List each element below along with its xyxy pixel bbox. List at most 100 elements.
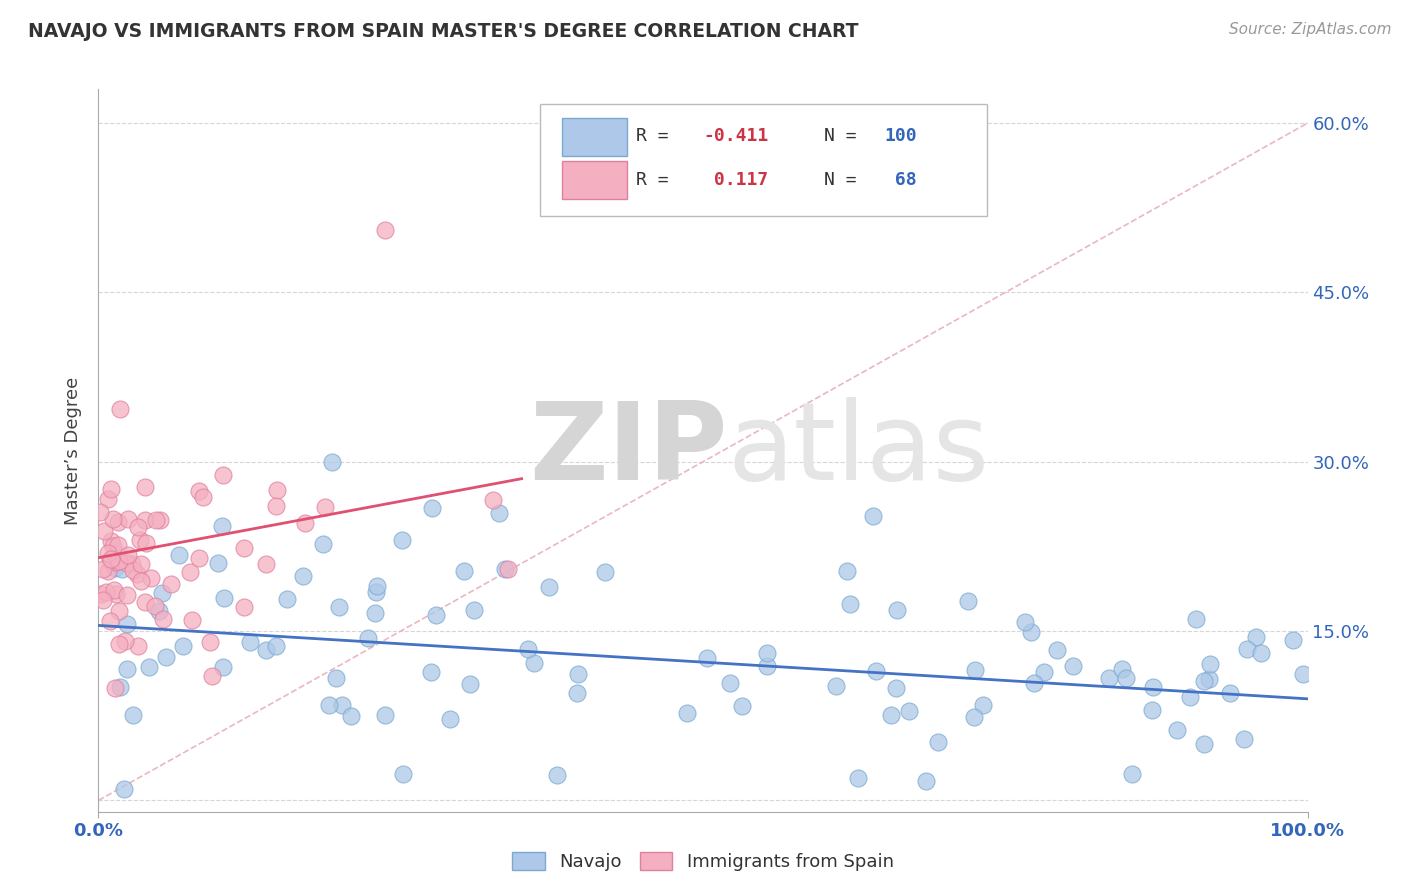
Point	[115, 617, 138, 632]
Point	[212, 467, 235, 482]
Point	[108, 604, 131, 618]
Point	[180, 613, 202, 627]
Point	[101, 539, 124, 553]
Point	[188, 550, 211, 565]
Point	[100, 534, 122, 549]
Point	[325, 671, 347, 685]
Text: ZIP: ZIP	[529, 398, 727, 503]
Point	[121, 558, 143, 572]
Point	[91, 562, 114, 576]
Point	[1062, 658, 1084, 673]
Point	[565, 686, 588, 700]
Point	[104, 546, 127, 560]
Point	[212, 659, 235, 673]
Point	[546, 768, 568, 782]
Point	[865, 664, 887, 678]
Point	[963, 663, 986, 677]
Point	[1115, 671, 1137, 685]
Point	[1185, 612, 1208, 626]
Point	[439, 712, 461, 726]
Point	[207, 556, 229, 570]
Point	[128, 533, 150, 548]
Point	[914, 773, 936, 788]
Point	[294, 516, 316, 530]
Point	[152, 612, 174, 626]
Point	[835, 564, 858, 578]
Point	[1232, 732, 1254, 747]
Point	[98, 553, 121, 567]
Point	[420, 501, 443, 516]
Point	[1014, 615, 1036, 630]
Point	[233, 541, 256, 555]
Point	[117, 549, 139, 563]
Point	[127, 566, 149, 581]
Text: 0.117: 0.117	[703, 170, 768, 188]
Point	[129, 557, 152, 571]
Point	[1236, 641, 1258, 656]
Point	[328, 599, 350, 614]
Point	[1046, 643, 1069, 657]
Point	[886, 603, 908, 617]
Text: NAVAJO VS IMMIGRANTS FROM SPAIN MASTER'S DEGREE CORRELATION CHART: NAVAJO VS IMMIGRANTS FROM SPAIN MASTER'S…	[28, 22, 859, 41]
Text: R =: R =	[637, 170, 681, 188]
Point	[538, 580, 561, 594]
Point	[103, 583, 125, 598]
Point	[115, 662, 138, 676]
Point	[898, 704, 921, 718]
Point	[91, 592, 114, 607]
Point	[138, 660, 160, 674]
Point	[155, 650, 177, 665]
Point	[114, 634, 136, 648]
Legend: Navajo, Immigrants from Spain: Navajo, Immigrants from Spain	[505, 845, 901, 879]
Point	[718, 676, 741, 690]
Point	[169, 549, 191, 563]
Point	[1111, 662, 1133, 676]
Point	[314, 500, 336, 514]
Point	[312, 537, 335, 551]
Point	[862, 508, 884, 523]
Point	[696, 650, 718, 665]
Point	[292, 568, 315, 582]
Point	[276, 592, 298, 607]
Point	[134, 480, 156, 494]
Point	[1192, 674, 1215, 689]
Point	[117, 512, 139, 526]
Point	[366, 585, 388, 599]
Point	[884, 681, 907, 696]
Point	[94, 585, 117, 599]
Point	[264, 499, 287, 513]
Text: -0.411: -0.411	[703, 128, 768, 145]
Point	[122, 563, 145, 577]
Point	[264, 639, 287, 653]
Text: atlas: atlas	[727, 398, 990, 503]
Point	[122, 708, 145, 723]
Point	[731, 699, 754, 714]
Point	[127, 520, 149, 534]
Point	[211, 519, 233, 533]
Point	[97, 491, 120, 506]
Point	[1033, 665, 1056, 679]
Point	[107, 515, 129, 529]
Point	[239, 635, 262, 649]
Point	[108, 681, 131, 695]
Point	[198, 635, 221, 649]
Point	[374, 708, 396, 723]
Point	[104, 587, 127, 601]
Point	[105, 556, 128, 570]
Point	[100, 552, 122, 566]
Point	[107, 538, 129, 552]
Point	[425, 607, 447, 622]
Point	[330, 698, 353, 712]
Point	[172, 640, 194, 654]
Point	[254, 642, 277, 657]
Point	[1098, 671, 1121, 685]
Point	[458, 677, 481, 691]
Point	[1178, 690, 1201, 705]
Point	[340, 708, 363, 723]
Point	[214, 591, 236, 606]
Point	[363, 606, 385, 620]
Point	[927, 735, 949, 749]
Point	[134, 512, 156, 526]
Point	[254, 558, 277, 572]
Point	[391, 767, 413, 781]
